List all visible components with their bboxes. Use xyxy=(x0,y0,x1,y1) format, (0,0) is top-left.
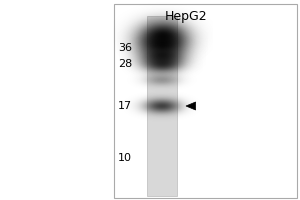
Text: 28: 28 xyxy=(118,59,132,69)
Text: HepG2: HepG2 xyxy=(165,10,207,23)
Polygon shape xyxy=(186,102,196,110)
Text: 36: 36 xyxy=(118,43,132,53)
Text: 17: 17 xyxy=(118,101,132,111)
Text: 10: 10 xyxy=(118,153,132,163)
FancyBboxPatch shape xyxy=(147,16,177,196)
FancyBboxPatch shape xyxy=(114,4,297,198)
